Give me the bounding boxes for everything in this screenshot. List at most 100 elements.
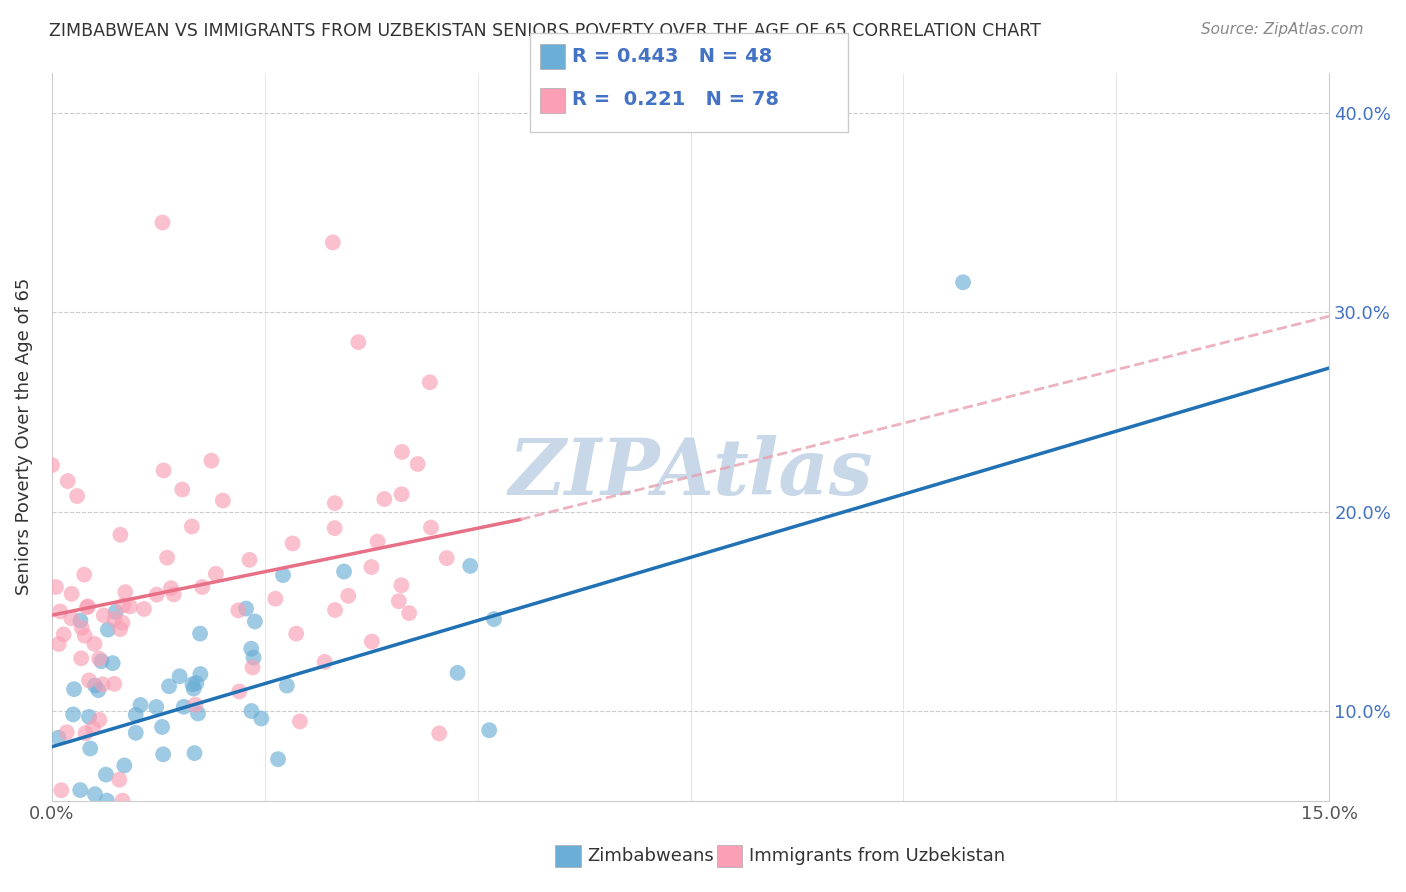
Point [337, 589, 360, 603]
Point [125, 707, 148, 722]
Point [228, 684, 250, 698]
Text: Immigrants from Uzbekistan: Immigrants from Uzbekistan [749, 847, 1005, 865]
Point [77, 673, 100, 688]
Point [186, 676, 208, 690]
Point [183, 681, 205, 696]
Point [152, 215, 174, 229]
Point [108, 622, 131, 636]
Point [952, 275, 974, 289]
Point [82, 721, 104, 735]
Point [51, 783, 73, 797]
Point [146, 588, 169, 602]
Point [419, 520, 441, 534]
Point [347, 335, 370, 350]
Point [60, 587, 83, 601]
Point [118, 599, 141, 614]
Point [271, 568, 294, 582]
Point [75, 726, 97, 740]
Point [419, 376, 441, 390]
Point [478, 723, 501, 738]
Point [180, 519, 202, 533]
Point [101, 656, 124, 670]
Point [160, 581, 183, 595]
Point [242, 650, 264, 665]
Point [173, 699, 195, 714]
Point [129, 698, 152, 712]
Point [211, 493, 233, 508]
Text: ZIMBABWEAN VS IMMIGRANTS FROM UZBEKISTAN SENIORS POVERTY OVER THE AGE OF 65 CORR: ZIMBABWEAN VS IMMIGRANTS FROM UZBEKISTAN… [49, 22, 1040, 40]
Point [66, 489, 89, 503]
Point [55, 725, 77, 739]
Point [152, 747, 174, 762]
Point [243, 615, 266, 629]
Point [406, 457, 429, 471]
Point [63, 682, 86, 697]
Point [103, 677, 125, 691]
Point [89, 651, 111, 665]
Point [87, 683, 110, 698]
Point [97, 623, 120, 637]
Point [285, 626, 308, 640]
Point [288, 714, 311, 729]
Text: R =  0.221   N = 78: R = 0.221 N = 78 [572, 90, 779, 110]
Point [322, 235, 344, 250]
Point [276, 679, 298, 693]
Point [267, 752, 290, 766]
Point [94, 767, 117, 781]
Point [110, 528, 132, 542]
Point [323, 521, 346, 535]
Point [235, 601, 257, 615]
Point [446, 665, 468, 680]
Point [45, 580, 67, 594]
Point [373, 491, 395, 506]
Point [187, 706, 209, 721]
Point [69, 614, 91, 628]
Point [84, 679, 107, 693]
Point [183, 746, 205, 760]
Point [73, 629, 96, 643]
Text: Zimbabweans: Zimbabweans [588, 847, 714, 865]
Point [163, 587, 186, 601]
Point [388, 594, 411, 608]
Point [111, 794, 134, 808]
Point [73, 567, 96, 582]
Point [114, 585, 136, 599]
Point [125, 726, 148, 740]
Point [70, 651, 93, 665]
Text: R = 0.443   N = 48: R = 0.443 N = 48 [572, 46, 772, 66]
Point [436, 551, 458, 566]
Point [228, 603, 250, 617]
Point [49, 604, 72, 618]
Text: Source: ZipAtlas.com: Source: ZipAtlas.com [1201, 22, 1364, 37]
Point [184, 698, 207, 712]
Point [48, 731, 70, 745]
Point [200, 453, 222, 467]
Point [62, 707, 84, 722]
Point [90, 654, 112, 668]
Point [172, 483, 194, 497]
Point [60, 611, 83, 625]
Point [96, 794, 118, 808]
Point [323, 496, 346, 510]
Point [391, 445, 413, 459]
Point [314, 655, 336, 669]
Point [242, 660, 264, 674]
Point [111, 615, 134, 630]
Point [367, 534, 389, 549]
Point [250, 712, 273, 726]
Point [103, 612, 125, 626]
Point [52, 627, 75, 641]
Text: ZIPAtlas: ZIPAtlas [508, 435, 873, 511]
Point [264, 591, 287, 606]
Point [70, 621, 93, 635]
Point [181, 677, 204, 691]
Point [41, 458, 63, 472]
Y-axis label: Seniors Poverty Over the Age of 65: Seniors Poverty Over the Age of 65 [15, 278, 32, 596]
Point [333, 565, 356, 579]
Point [156, 550, 179, 565]
Point [104, 605, 127, 619]
Point [79, 741, 101, 756]
Point [360, 560, 382, 574]
Point [56, 474, 79, 488]
Point [157, 679, 180, 693]
